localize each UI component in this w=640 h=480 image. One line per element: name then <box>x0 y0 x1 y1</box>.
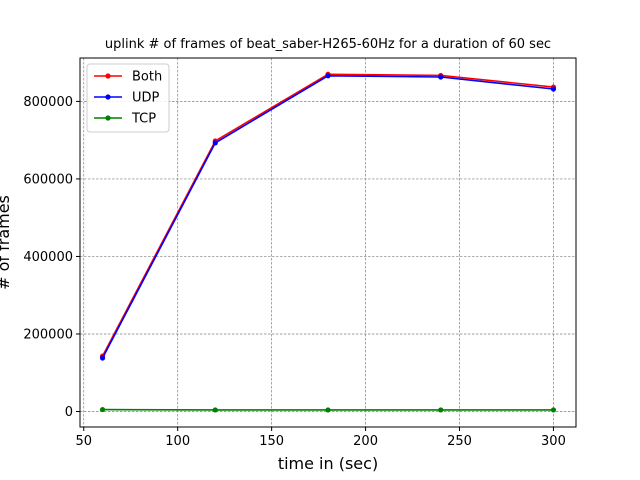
x-tick-label: 250 <box>447 434 472 449</box>
data-point-tcp <box>438 407 444 413</box>
x-tick-label: 150 <box>259 434 284 449</box>
x-tick-label: 100 <box>165 434 190 449</box>
legend-marker-udp <box>105 94 111 100</box>
x-tick-label: 300 <box>541 434 566 449</box>
x-tick-label: 50 <box>75 434 92 449</box>
series-layer <box>99 71 557 413</box>
legend-label-both: Both <box>132 70 162 85</box>
y-tick-label: 200000 <box>23 327 73 342</box>
data-point-tcp <box>99 406 106 413</box>
data-point-udp <box>550 86 557 92</box>
data-point-udp <box>212 140 218 146</box>
series-line-udp <box>101 75 554 359</box>
legend-label-tcp: TCP <box>131 112 156 127</box>
legend-marker-both <box>105 73 111 79</box>
data-point-udp <box>438 74 444 80</box>
y-axis: 0 200000 400000 600000 800000 <box>23 95 80 420</box>
y-axis-label: # of frames <box>0 195 13 290</box>
x-axis-label: time in (sec) <box>278 454 378 473</box>
data-point-udp <box>325 73 331 79</box>
legend-marker-tcp <box>105 115 111 121</box>
legend-label-udp: UDP <box>132 91 160 106</box>
chart-title: uplink # of frames of beat_saber-H265-60… <box>105 37 551 52</box>
plot-frame <box>79 57 577 428</box>
data-point-tcp <box>325 407 331 413</box>
x-axis: 50 100 150 200 250 300 <box>75 427 566 449</box>
data-point-tcp <box>550 407 557 413</box>
y-tick-label: 400000 <box>23 250 73 265</box>
legend: Both UDP TCP <box>86 63 170 133</box>
y-tick-label: 0 <box>65 405 73 420</box>
data-point-tcp <box>212 407 218 413</box>
y-tick-label: 800000 <box>23 95 73 110</box>
legend-box <box>86 63 170 133</box>
y-tick-label: 600000 <box>23 172 73 187</box>
data-point-udp <box>99 355 106 361</box>
x-tick-label: 200 <box>353 434 378 449</box>
series-line-both <box>101 73 554 357</box>
